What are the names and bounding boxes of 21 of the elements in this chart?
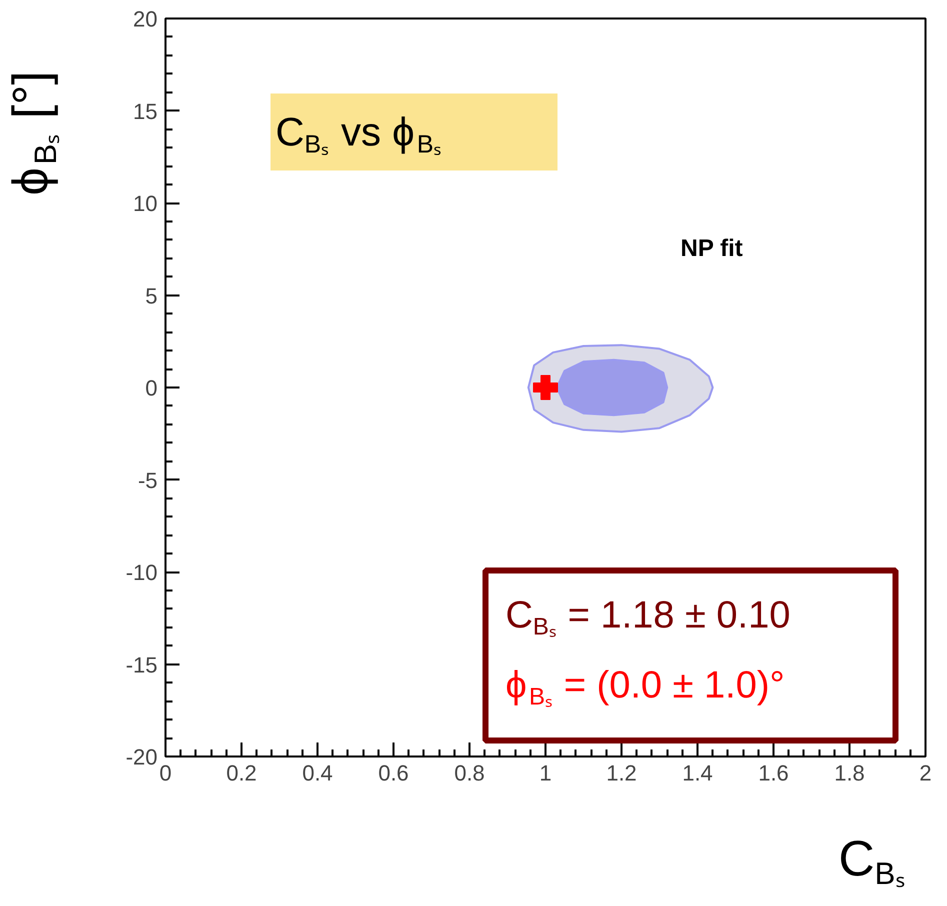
x-tick-label: 1 (539, 760, 552, 786)
x-tick-label: 1.4 (682, 760, 713, 786)
x-tick-label: 0.2 (226, 760, 257, 786)
y-tick-label: -10 (126, 560, 158, 585)
x-tick-label: 1.2 (606, 760, 637, 786)
y-tick-label: -5 (138, 468, 158, 493)
y-tick-label: 20 (133, 6, 158, 32)
y-tick-label: -15 (126, 652, 158, 678)
annotation: NP fit (680, 235, 743, 262)
y-axis-title: ϕBₛ [°] (2, 70, 63, 196)
x-tick-label: 0.8 (454, 760, 485, 786)
x-tick-label: 0.4 (302, 760, 333, 786)
y-tick-label: 0 (145, 376, 158, 400)
y-tick-label: -20 (126, 744, 158, 770)
x-tick-label: 1.8 (834, 760, 865, 786)
x-tick-label: 0.6 (378, 760, 409, 786)
y-tick-label: 10 (133, 191, 158, 216)
x-tick-label: 2 (919, 760, 932, 786)
x-tick-label: 1.6 (758, 760, 789, 786)
y-tick-label: 5 (145, 283, 158, 308)
y-tick-label: 15 (133, 98, 158, 124)
